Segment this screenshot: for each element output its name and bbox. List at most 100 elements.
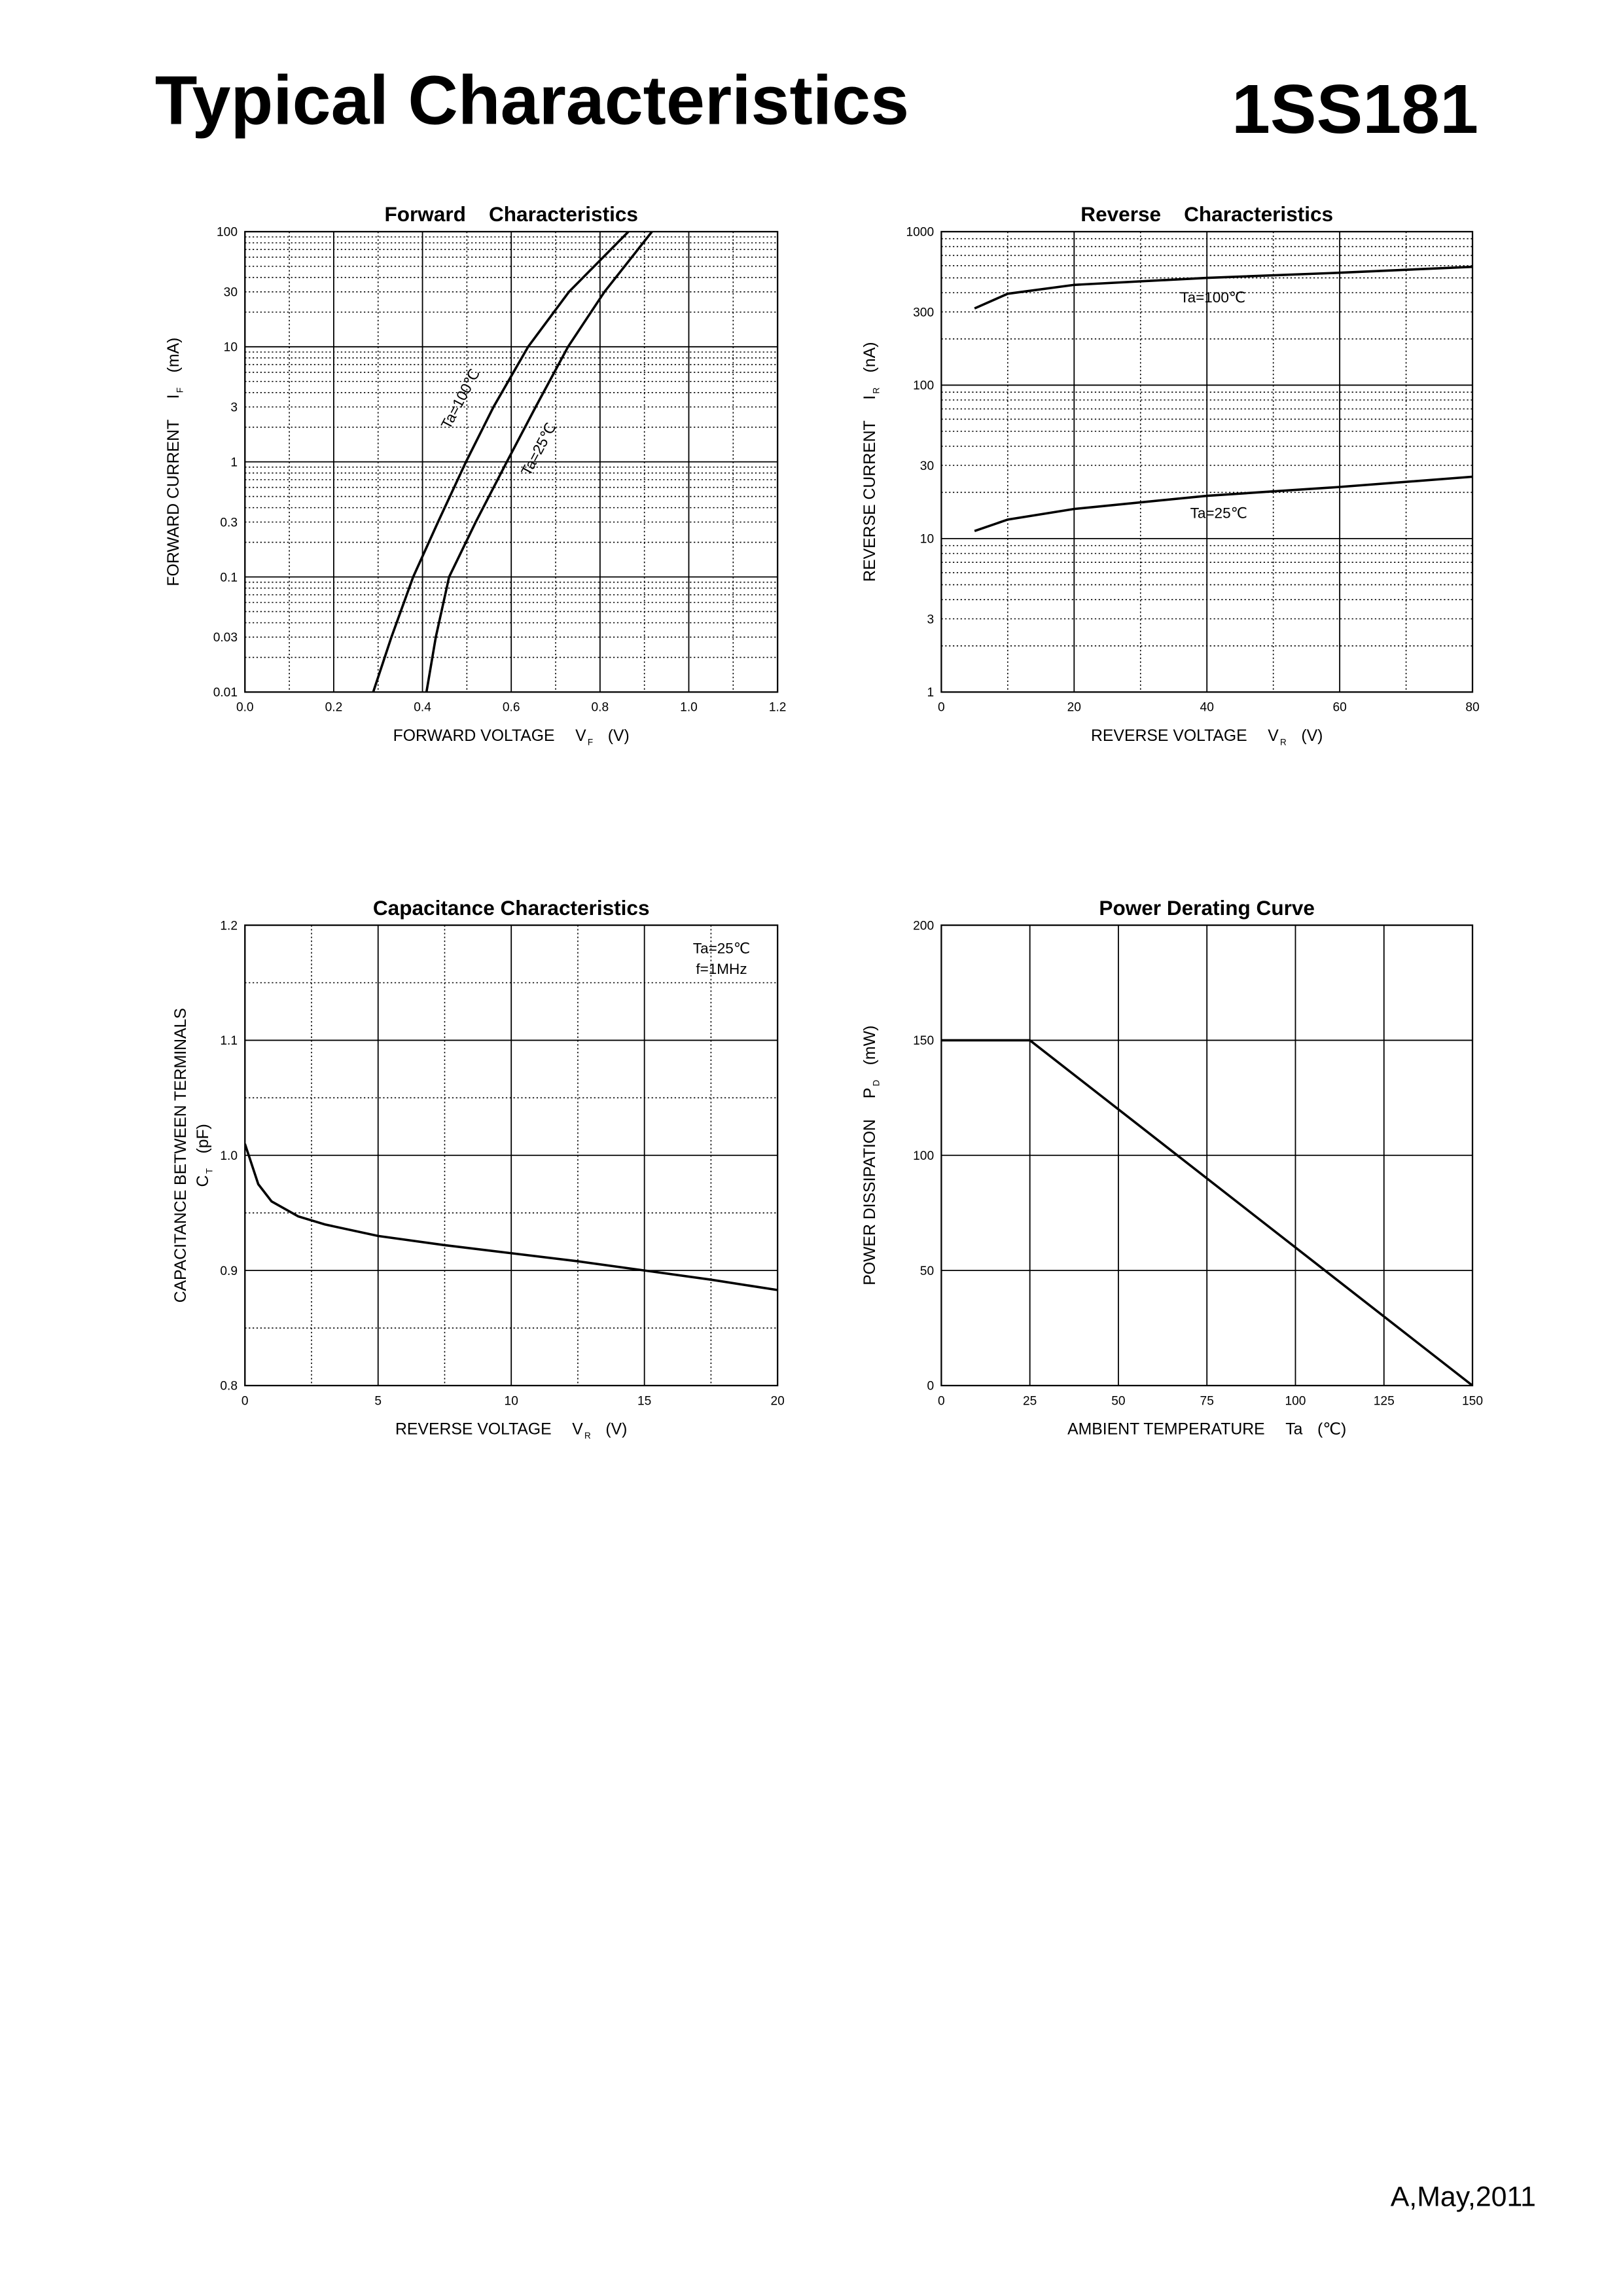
plot-frame <box>244 230 779 693</box>
y-tick-label: 50 <box>920 1265 934 1278</box>
y-tick-label: 1000 <box>906 226 934 240</box>
label-unit: (nA) <box>861 342 879 372</box>
x-tick-label: 20 <box>1067 701 1081 715</box>
part-number: 1SS181 <box>1232 71 1478 148</box>
label-text: FORWARD CURRENT <box>165 420 183 586</box>
x-axis-label: FORWARD VOLTAGE V F (V) <box>393 727 630 747</box>
x-tick-label: 50 <box>1111 1394 1125 1408</box>
y-tick-label: 100 <box>217 226 238 240</box>
x-tick-label: 0.8 <box>592 701 609 715</box>
y-tick-label: 30 <box>920 459 934 473</box>
y-tick-label: 1.1 <box>220 1034 238 1048</box>
y-tick-label: 0.9 <box>220 1265 238 1278</box>
y-tick-label: 1 <box>927 686 934 700</box>
y-axis-label: REVERSE CURRENT IR (nA) <box>861 342 882 581</box>
x-axis-label: REVERSE VOLTAGE V R (V) <box>395 1420 627 1441</box>
series-line <box>425 231 653 692</box>
label-symbol: I <box>861 395 879 400</box>
x-axis-label: REVERSE VOLTAGE V R (V) <box>1091 727 1323 747</box>
x-tick-label: 20 <box>770 1394 784 1408</box>
x-tick-label: 1.0 <box>680 701 698 715</box>
x-tick-label: 150 <box>1462 1394 1483 1408</box>
y-tick-label: 0.01 <box>213 686 238 700</box>
label-symbol: Ta <box>1285 1420 1302 1438</box>
y-tick-label: 10 <box>920 533 934 547</box>
chart: 0 25 50 75 100 125 150 0 50 100 150 200 Power Derati… <box>861 896 1483 1439</box>
annotation: f=1MHz <box>696 961 747 977</box>
label-symbol: I <box>165 394 183 399</box>
x-tick-label: 0.4 <box>414 701 431 715</box>
label-subscript: D <box>872 1080 882 1086</box>
x-tick-label: 10 <box>505 1394 518 1408</box>
x-tick-label: 0 <box>241 1394 249 1408</box>
label-subscript: R <box>584 1431 591 1441</box>
y-tick-label: 3 <box>927 613 934 626</box>
label-text: FORWARD VOLTAGE <box>393 727 555 745</box>
series-label: Ta=100℃ <box>1180 289 1245 306</box>
label-unit: (mW) <box>861 1026 879 1066</box>
x-tick-label: 40 <box>1200 701 1214 715</box>
y-axis-label: CAPACITANCE BETWEEN TERMINALS <box>172 1008 190 1302</box>
x-tick-label: 60 <box>1332 701 1346 715</box>
revision-date: A,May,2011 <box>1391 2181 1536 2212</box>
y-tick-label: 10 <box>224 341 238 355</box>
label-unit: (V) <box>605 1420 627 1438</box>
chart-title: Forward Characteristics <box>384 202 637 226</box>
label-symbol: C <box>194 1175 212 1187</box>
x-tick-label: 80 <box>1465 701 1479 715</box>
y-tick-label: 1.2 <box>220 919 238 933</box>
label-unit: (mA) <box>165 338 183 373</box>
label-text: AMBIENT TEMPERATURE <box>1067 1420 1265 1438</box>
label-symbol: P <box>861 1088 879 1099</box>
series-line <box>974 475 1473 533</box>
y-tick-label: 30 <box>224 286 238 300</box>
y-tick-label: 1 <box>230 456 238 469</box>
x-tick-label: 0 <box>938 1394 945 1408</box>
label-text: POWER DISSIPATION <box>861 1119 879 1285</box>
x-tick-label: 15 <box>637 1394 651 1408</box>
chart-title: Power Derating Curve <box>1099 896 1315 920</box>
label-subscript: R <box>1280 738 1287 747</box>
plot-frame <box>244 924 779 1387</box>
y-tick-label: 150 <box>913 1034 934 1048</box>
label-unit: (V) <box>1301 727 1323 745</box>
x-tick-label: 25 <box>1023 1394 1037 1408</box>
x-tick-label: 100 <box>1285 1394 1306 1408</box>
y-tick-label: 100 <box>913 379 934 393</box>
x-tick-label: 125 <box>1374 1394 1395 1408</box>
y-tick-label: 300 <box>913 306 934 319</box>
chart: 0 20 40 60 80 1 3 10 30 100 300 1000 Reverse Charact… <box>861 202 1480 747</box>
y-axis-label: POWER DISSIPATION PD (mW) <box>861 1026 882 1285</box>
page-title: Typical Characteristics <box>155 62 909 139</box>
y-tick-label: 0.03 <box>213 631 238 645</box>
y-tick-label: 0.3 <box>220 516 238 529</box>
x-tick-label: 5 <box>374 1394 382 1408</box>
series-line <box>245 1143 778 1291</box>
x-tick-label: 1.2 <box>769 701 787 715</box>
x-tick-label: 0 <box>938 701 945 715</box>
y-tick-label: 0.8 <box>220 1380 238 1393</box>
label-text: REVERSE CURRENT <box>861 420 879 581</box>
series-label: Ta=25℃ <box>1190 505 1247 521</box>
x-tick-label: 0.6 <box>503 701 520 715</box>
y-tick-label: 100 <box>913 1149 934 1163</box>
label-subscript: F <box>588 738 593 747</box>
annotation: Ta=25℃ <box>693 940 750 956</box>
chart-title: Reverse Characteristics <box>1080 202 1333 226</box>
x-tick-label: 0.0 <box>236 701 254 715</box>
series-line <box>372 231 630 692</box>
y-tick-label: 1.0 <box>220 1149 238 1163</box>
y-tick-label: 0.1 <box>220 571 238 584</box>
chart: 0 5 10 15 20 0.8 0.9 1.0 1.1 1.2 Capacitance Chara… <box>172 896 785 1441</box>
label-unit: (V) <box>608 727 630 745</box>
chart-title: Capacitance Characteristics <box>373 896 650 920</box>
y-axis-label: CT (pF) <box>194 1124 215 1187</box>
plot-frame <box>940 924 1474 1387</box>
series-line <box>941 1039 1473 1386</box>
label-subscript: R <box>872 387 882 394</box>
y-tick-label: 3 <box>230 401 238 415</box>
label-symbol: V <box>575 727 586 745</box>
label-symbol: V <box>1268 727 1279 745</box>
